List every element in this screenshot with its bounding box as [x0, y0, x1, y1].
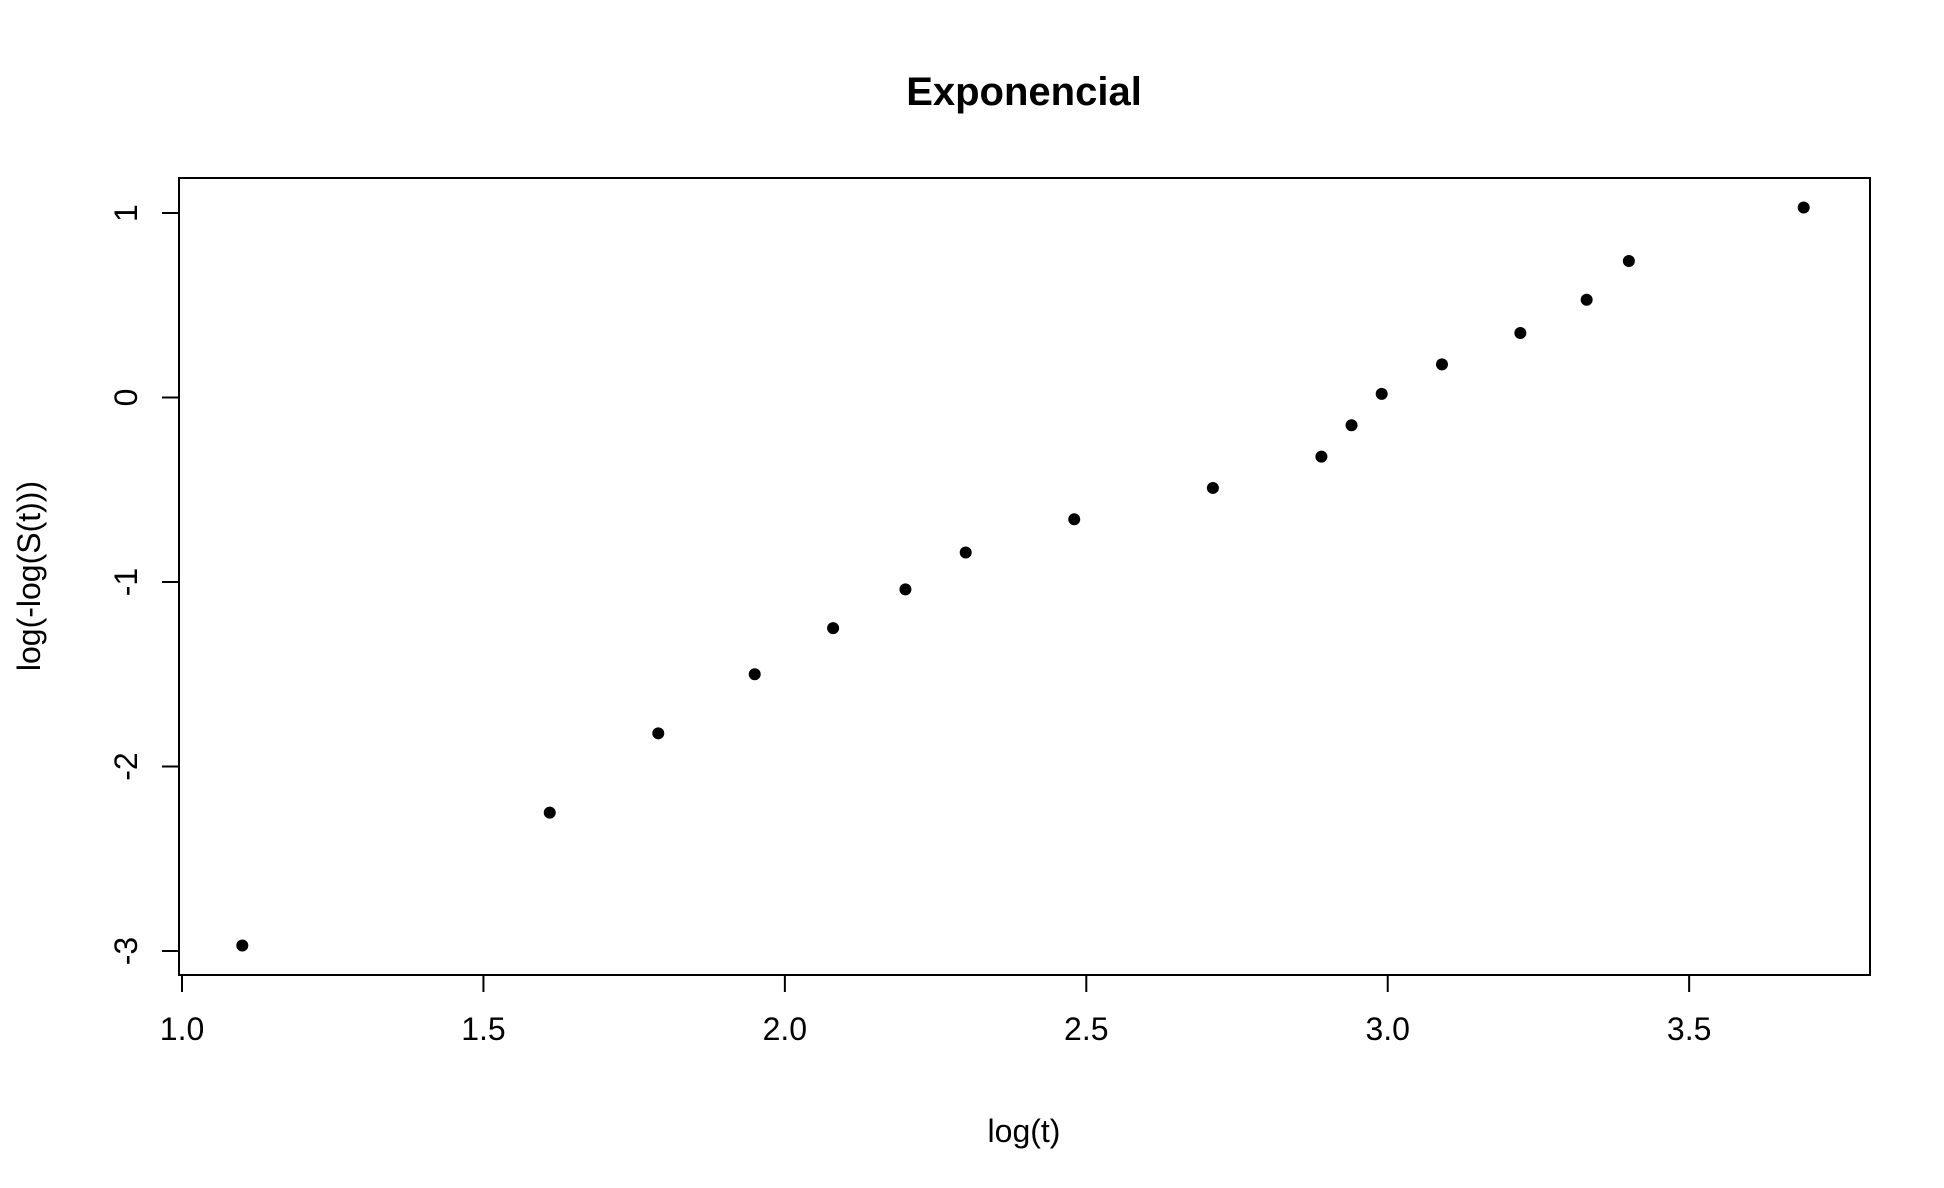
data-point [1622, 255, 1635, 268]
data-point [827, 622, 840, 635]
data-point [748, 668, 761, 681]
data-point [1315, 450, 1328, 463]
x-tick-label: 2.0 [763, 1011, 807, 1047]
data-point [236, 939, 249, 952]
data-point [1375, 387, 1388, 400]
y-tick-label: -3 [108, 937, 144, 965]
data-point [543, 806, 556, 819]
x-tick-label: 1.5 [461, 1011, 505, 1047]
data-point [899, 583, 912, 596]
y-axis: -3 -2 -1 0 1 [108, 204, 180, 965]
x-tick-label: 3.5 [1667, 1011, 1711, 1047]
data-point [959, 546, 972, 559]
x-axis-label: log(t) [988, 1113, 1061, 1149]
x-tick-label: 1.0 [160, 1011, 204, 1047]
data-point [1068, 513, 1081, 526]
data-point [1580, 293, 1593, 306]
x-tick-label: 3.0 [1365, 1011, 1409, 1047]
y-tick-label: 1 [108, 204, 144, 222]
data-point [1345, 419, 1358, 432]
y-tick-label: -1 [108, 568, 144, 596]
x-tick-label: 2.5 [1064, 1011, 1108, 1047]
y-tick-label: -2 [108, 752, 144, 780]
y-tick-label: 0 [108, 389, 144, 407]
data-point [1206, 481, 1219, 494]
data-point [652, 727, 665, 740]
chart-title: Exponencial [906, 70, 1142, 114]
data-point [1514, 326, 1527, 339]
x-axis: 1.0 1.5 2.0 2.5 3.0 3.5 [160, 974, 1711, 1047]
data-point [1797, 201, 1810, 214]
data-points [236, 201, 1810, 952]
y-axis-label: log(-log(S(t))) [11, 481, 47, 671]
data-point [1435, 358, 1448, 371]
plot-frame [178, 177, 1871, 976]
